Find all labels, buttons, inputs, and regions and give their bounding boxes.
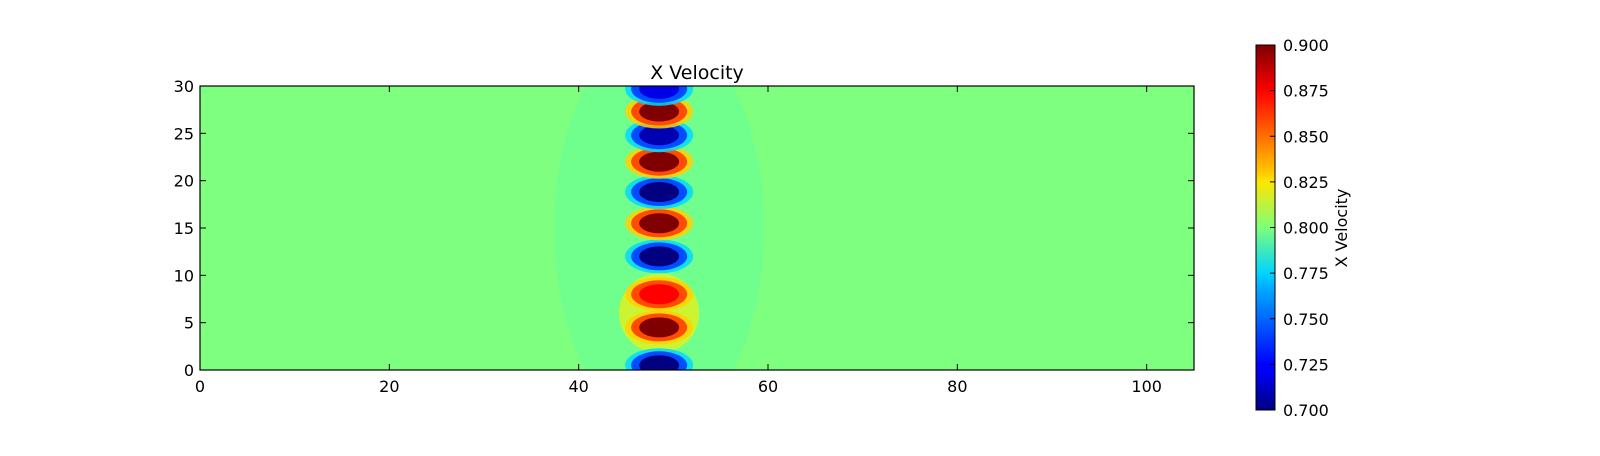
feature-core-6: [639, 151, 680, 172]
feature-core-0: [639, 355, 680, 370]
chart-title: X Velocity: [650, 62, 744, 84]
feature-core-7: [639, 125, 680, 146]
x-tick-label: 60: [758, 377, 778, 396]
y-tick-label: 5: [184, 314, 194, 333]
y-tick-label: 10: [174, 266, 194, 285]
colorbar-tick-label: 0.800: [1283, 219, 1329, 238]
y-tick-label: 15: [174, 219, 194, 238]
colorbar-tick-label: 0.775: [1283, 264, 1329, 283]
x-tick-label: 80: [947, 377, 967, 396]
colorbar-tick-label: 0.900: [1283, 36, 1329, 55]
y-tick-label: 0: [184, 361, 194, 380]
feature-core-5: [639, 182, 680, 203]
colorbar: 0.700 0.725 0.750 0.775 0.800 0.825 0.850 0.875…: [1255, 36, 1351, 420]
colorbar-tick-label: 0.700: [1283, 401, 1329, 420]
colorbar-tick-label: 0.750: [1283, 310, 1329, 329]
x-tick-label: 100: [1131, 377, 1162, 396]
feature-core-2: [639, 284, 680, 305]
colorbar-tick-label: 0.850: [1283, 127, 1329, 146]
y-tick-label: 30: [174, 77, 194, 96]
x-tick-label: 40: [568, 377, 588, 396]
colorbar-tick-label: 0.725: [1283, 355, 1329, 374]
x-tick-label: 20: [379, 377, 399, 396]
colorbar-tick-label: 0.875: [1283, 82, 1329, 101]
colorbar-label: X Velocity: [1332, 189, 1351, 268]
y-tick-label: 20: [174, 172, 194, 191]
x-tick-label: 0: [195, 377, 205, 396]
x-axis: 0 20 40 60 80 100: [195, 86, 1162, 396]
feature-core-3: [639, 246, 680, 267]
y-axis: 0 5 10 15 20 25 30: [174, 77, 1194, 380]
y-tick-label: 25: [174, 124, 194, 143]
feature-core-9: [639, 86, 680, 99]
colorbar-tick-label: 0.825: [1283, 173, 1329, 192]
feature-core-4: [639, 213, 680, 234]
feature-core-8: [639, 101, 680, 122]
colorbar-ticks: 0.700 0.725 0.750 0.775 0.800 0.825 0.850 0.875…: [1270, 36, 1329, 420]
heatmap-field: [554, 86, 765, 370]
heatmap-plot: [199, 85, 1195, 371]
feature-core-1: [639, 317, 680, 338]
